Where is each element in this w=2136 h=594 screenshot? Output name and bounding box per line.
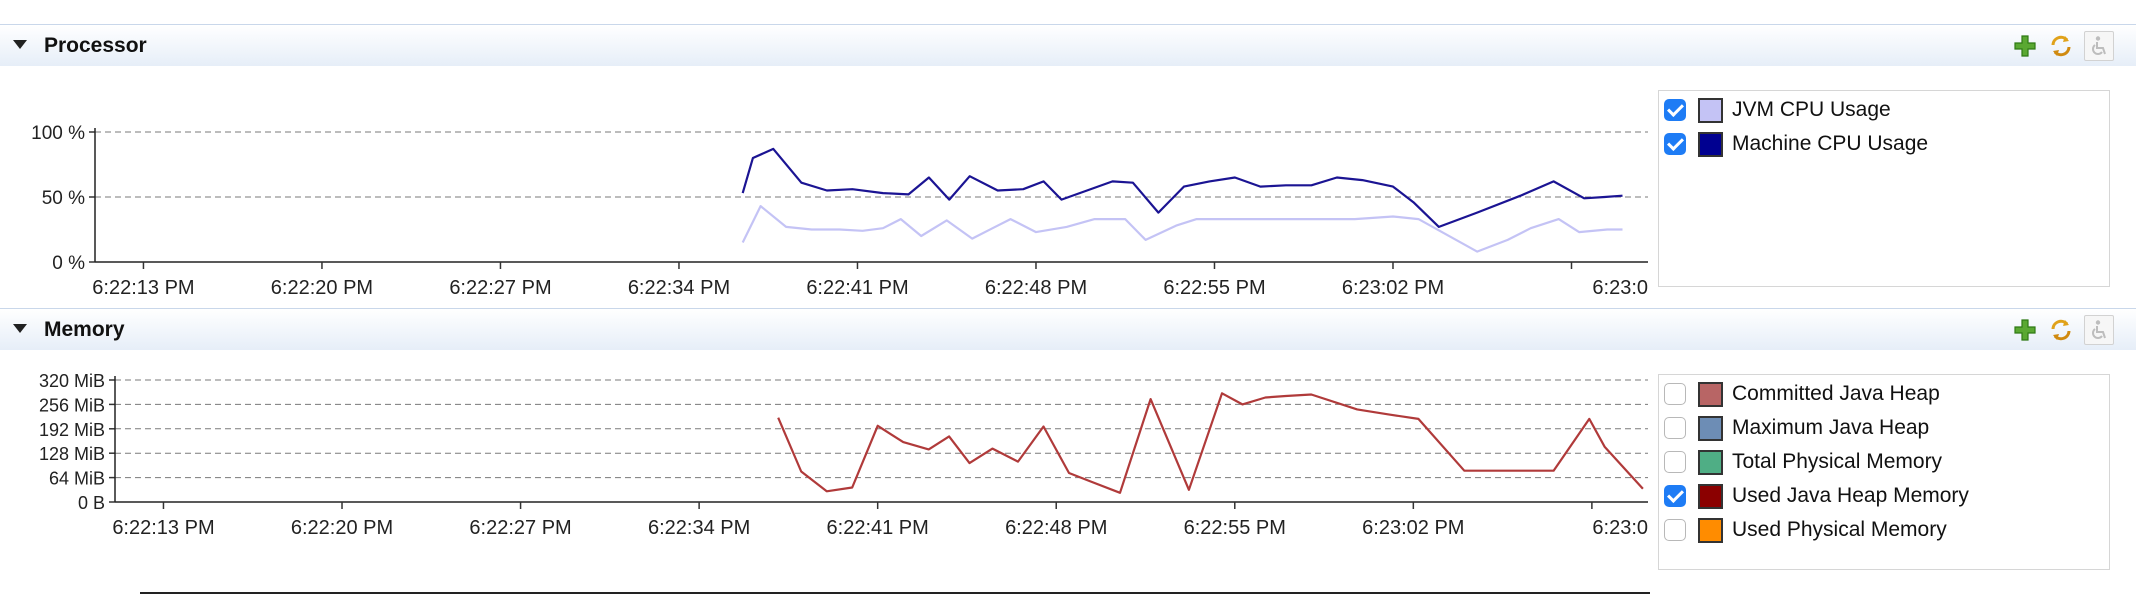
legend-color-swatch xyxy=(1698,518,1723,543)
memory-usage-chart: 320 MiB 256 MiB 192 MiB 128 MiB 64 MiB 0 B 6:2… xyxy=(39,371,1648,539)
refresh-icon xyxy=(2051,319,2071,341)
legend-color-swatch xyxy=(1698,132,1723,157)
x-tick-label: 6:22:27 PM xyxy=(449,277,551,299)
legend-item[interactable]: Maximum Java Heap xyxy=(1659,412,2109,446)
legend-label: Used Java Heap Memory xyxy=(1732,484,1969,507)
x-tick-label: 6:22:13 PM xyxy=(92,277,194,299)
collapse-triangle-icon[interactable] xyxy=(13,40,27,49)
y-tick-label: 256 MiB xyxy=(39,395,105,415)
y-tick-label: 320 MiB xyxy=(39,371,105,391)
legend-item[interactable]: JVM CPU Usage xyxy=(1659,94,2109,128)
y-tick-label: 128 MiB xyxy=(39,444,105,464)
y-tick-label: 50 % xyxy=(42,188,85,209)
legend-checkbox[interactable] xyxy=(1664,133,1686,155)
series-line-machine-cpu-usage xyxy=(741,147,1623,228)
legend-color-swatch xyxy=(1698,382,1723,407)
processor-title: Processor xyxy=(44,34,147,57)
y-tick-label: 100 % xyxy=(31,123,85,144)
x-tick-label: 6:22:55 PM xyxy=(1184,517,1286,539)
legend-color-swatch xyxy=(1698,450,1723,475)
legend-label: Committed Java Heap xyxy=(1732,382,1940,405)
y-tick-label: 64 MiB xyxy=(49,469,105,489)
refresh-icon xyxy=(2051,35,2071,57)
y-tick-label: 0 % xyxy=(52,253,85,274)
legend-label: Total Physical Memory xyxy=(1732,450,1943,473)
x-tick-label: 6:22:48 PM xyxy=(985,277,1087,299)
y-tick-label: 192 MiB xyxy=(39,420,105,440)
legend-label: JVM CPU Usage xyxy=(1732,98,1891,121)
x-tick-label: 6:23:0 xyxy=(1592,277,1648,299)
legend-item[interactable]: Machine CPU Usage xyxy=(1659,128,2109,162)
legend-checkbox[interactable] xyxy=(1664,485,1686,507)
legend-item[interactable]: Used Java Heap Memory xyxy=(1659,480,2109,514)
y-tick-label: 0 B xyxy=(78,493,105,513)
x-tick-label: 6:23:0 xyxy=(1592,517,1648,539)
legend-label: Machine CPU Usage xyxy=(1732,132,1929,155)
x-tick-label: 6:22:20 PM xyxy=(271,277,373,299)
x-tick-label: 6:22:13 PM xyxy=(112,517,214,539)
refresh-button[interactable] xyxy=(2046,315,2076,345)
legend-checkbox[interactable] xyxy=(1664,451,1686,473)
collapse-triangle-icon[interactable] xyxy=(13,324,27,333)
series-line-jvm-cpu-usage xyxy=(741,205,1623,253)
add-icon xyxy=(2014,319,2036,341)
legend-checkbox[interactable] xyxy=(1664,519,1686,541)
memory-header[interactable]: Memory xyxy=(0,308,2136,350)
legend-label: Used Physical Memory xyxy=(1732,518,1947,541)
scroll-divider xyxy=(140,592,1650,594)
legend-checkbox[interactable] xyxy=(1664,383,1686,405)
legend-label: Maximum Java Heap xyxy=(1732,416,1930,439)
x-tick-label: 6:22:20 PM xyxy=(291,517,393,539)
x-tick-label: 6:23:02 PM xyxy=(1362,517,1464,539)
add-icon xyxy=(2014,35,2036,57)
cpu-legend: JVM CPU Usage Machine CPU Usage xyxy=(1658,90,2110,287)
processor-header[interactable]: Processor xyxy=(0,24,2136,66)
x-tick-label: 6:22:48 PM xyxy=(1005,517,1107,539)
cpu-usage-chart: 100 % 50 % 0 % 6:22:13 PM 6:22:20 PM 6:22:27 … xyxy=(31,123,1648,299)
legend-color-swatch xyxy=(1698,98,1723,123)
accessibility-button[interactable] xyxy=(2084,31,2114,61)
add-chart-button[interactable] xyxy=(2010,31,2040,61)
memory-legend: Committed Java Heap Maximum Java Heap Tota… xyxy=(1658,374,2110,570)
legend-checkbox[interactable] xyxy=(1664,417,1686,439)
legend-color-swatch xyxy=(1698,484,1723,509)
x-tick-label: 6:22:34 PM xyxy=(628,277,730,299)
legend-checkbox[interactable] xyxy=(1664,99,1686,121)
series-line-used-java-heap-memory xyxy=(777,392,1644,494)
x-tick-label: 6:22:55 PM xyxy=(1163,277,1265,299)
accessibility-icon xyxy=(2092,320,2106,339)
x-tick-label: 6:22:34 PM xyxy=(648,517,750,539)
x-tick-label: 6:22:41 PM xyxy=(827,517,929,539)
accessibility-button[interactable] xyxy=(2084,315,2114,345)
add-chart-button[interactable] xyxy=(2010,315,2040,345)
legend-color-swatch xyxy=(1698,416,1723,441)
x-tick-label: 6:22:27 PM xyxy=(469,517,571,539)
memory-title: Memory xyxy=(44,318,125,341)
refresh-button[interactable] xyxy=(2046,31,2076,61)
legend-item[interactable]: Used Physical Memory xyxy=(1659,514,2109,548)
processor-section: Processor 100 % 50 % 0 % 6:22:13 PM 6:22:20 … xyxy=(0,24,2136,299)
memory-section: Memory 320 MiB 256 MiB 192 MiB 128 MiB 64 Mi… xyxy=(0,308,2136,594)
x-tick-label: 6:23:02 PM xyxy=(1342,277,1444,299)
legend-item[interactable]: Total Physical Memory xyxy=(1659,446,2109,480)
x-tick-label: 6:22:41 PM xyxy=(806,277,908,299)
accessibility-icon xyxy=(2092,36,2106,55)
legend-item[interactable]: Committed Java Heap xyxy=(1659,378,2109,412)
